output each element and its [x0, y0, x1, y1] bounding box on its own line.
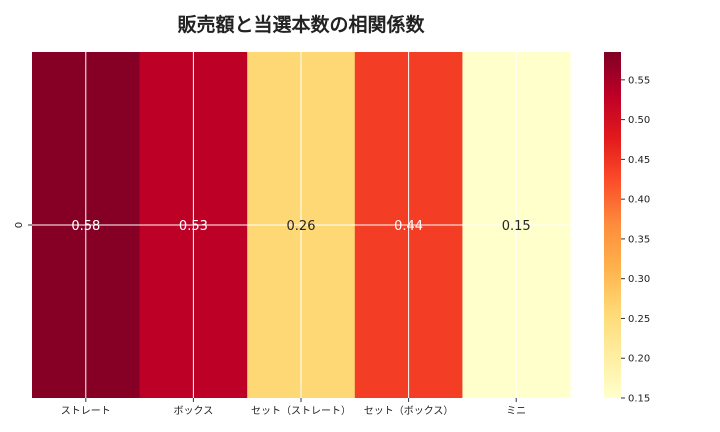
colorbar-tick-label: 0.45	[628, 155, 650, 166]
colorbar-tick-label: 0.50	[628, 115, 650, 126]
x-tick-label: ボックス	[174, 405, 214, 417]
colorbar-tick-label: 0.25	[628, 314, 650, 325]
x-tick-label: セット（ストレート）	[251, 405, 351, 417]
heatmap-value-labels: 0.58 0.53 0.26 0.44 0.15	[71, 219, 530, 234]
colorbar-tick-label: 0.40	[628, 195, 650, 206]
x-tick-label: セット（ボックス）	[364, 405, 454, 417]
colorbar-tick-label: 0.15	[628, 394, 650, 405]
cell-value-label: 0.15	[502, 219, 531, 234]
colorbar-tick-label: 0.55	[628, 75, 650, 86]
heatmap-gridlines	[32, 52, 570, 398]
cell-value-label: 0.26	[287, 219, 316, 234]
colorbar-ticks: 0.15 0.20 0.25 0.30 0.35 0.40 0.45 0.50 0.55	[621, 75, 650, 405]
x-tick-label: ミニ	[506, 406, 526, 417]
colorbar-tick-label: 0.35	[628, 234, 650, 245]
cell-value-label: 0.44	[394, 219, 423, 234]
colorbar-tick-label: 0.20	[628, 354, 650, 365]
y-axis-ticks: 0	[14, 222, 32, 228]
y-tick-label: 0	[14, 222, 25, 228]
x-tick-label: ストレート	[61, 406, 111, 417]
cell-value-label: 0.58	[71, 219, 100, 234]
colorbar: 0.15 0.20 0.25 0.30 0.35 0.40 0.45 0.50 0.55	[604, 52, 650, 405]
colorbar-gradient	[604, 52, 621, 398]
cell-value-label: 0.53	[179, 219, 208, 234]
chart-title: 販売額と当選本数の相関係数	[177, 13, 425, 36]
x-axis-ticks: ストレート ボックス セット（ストレート） セット（ボックス） ミニ	[61, 398, 526, 417]
colorbar-tick-label: 0.30	[628, 274, 650, 285]
